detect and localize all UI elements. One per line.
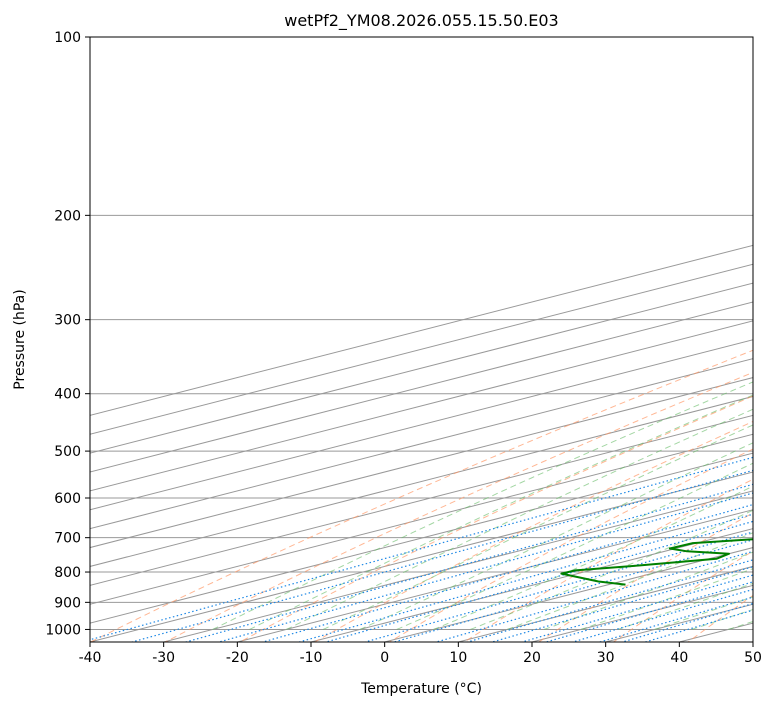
dry-adiabat-line <box>165 371 753 642</box>
isotherm-line <box>310 528 753 642</box>
isotherm-line <box>90 244 753 416</box>
y-tick-label: 700 <box>54 531 81 547</box>
x-tick-label: -30 <box>152 650 175 666</box>
x-tick-label: 50 <box>744 650 762 666</box>
isotherm-line <box>90 301 753 473</box>
profile-lines <box>560 538 753 586</box>
isotherm-line <box>90 414 753 586</box>
y-axis-title: Pressure (hPa) <box>12 289 28 389</box>
dry-adiabat-line <box>90 349 753 642</box>
grid-labels: 0.10.20.40.611.52346810131620253036-100-… <box>763 47 775 603</box>
mixing-ratio-line <box>325 520 753 642</box>
isotherm-line <box>90 377 753 549</box>
mixing-ratio-label: 0.1 <box>763 432 775 453</box>
axes: -40 -30 -20 -10 0 10 20 30 40 50 100 200 300 400 500 60… <box>45 30 762 666</box>
isotherm-line <box>90 471 753 642</box>
y-tick-label: 500 <box>54 444 81 460</box>
x-tick-label: 30 <box>597 650 615 666</box>
x-tick-label: 0 <box>380 650 389 666</box>
moist-adiabat-line <box>470 509 753 630</box>
x-tick-label: 40 <box>670 650 688 666</box>
dry-adiabat-line <box>389 448 753 642</box>
mixing-ratio-line <box>299 513 753 642</box>
y-tick-label: 200 <box>54 208 81 224</box>
mixing-ratio-line <box>185 483 753 642</box>
mixing-ratio-line <box>599 596 753 642</box>
dewpoint-profile <box>560 538 753 586</box>
isotherm-line <box>90 320 753 492</box>
mixing-ratio-line <box>90 456 753 641</box>
x-axis-title: Temperature (°C) <box>360 681 482 697</box>
isotherm-line <box>90 433 753 605</box>
moist-adiabat-line <box>396 462 753 630</box>
dry-adiabat-line <box>763 37 775 642</box>
mixing-ratio-line <box>645 609 753 642</box>
isotherm-line <box>90 263 753 435</box>
x-tick-label: 20 <box>523 650 541 666</box>
moist-adiabat-line <box>212 381 753 630</box>
isotherm-line <box>237 509 753 642</box>
moist-adiabat-line <box>286 408 753 630</box>
y-tick-label: 800 <box>54 565 81 581</box>
isotherm-line <box>90 452 753 624</box>
moist-adiabat-line <box>249 394 753 630</box>
x-tick-label: -20 <box>226 650 249 666</box>
isotherm-line <box>90 395 753 567</box>
mixing-ratio-line <box>546 581 753 642</box>
dry-adiabat-line <box>538 512 753 642</box>
dry-adiabat-line <box>314 420 753 642</box>
y-tick-label: 300 <box>54 313 81 329</box>
y-tick-label: 600 <box>54 491 81 507</box>
x-tick-label: -10 <box>300 650 323 666</box>
chart-title: wetPf2_YM08.2026.055.15.50.E03 <box>284 11 558 31</box>
moist-adiabat-line <box>654 596 753 630</box>
moist-adiabat-line <box>543 551 753 630</box>
y-tick-label: 400 <box>54 387 81 403</box>
isotherm-line <box>90 282 753 454</box>
mixing-ratio-line <box>467 559 753 642</box>
mixing-ratio-line <box>218 492 753 642</box>
plot-frame <box>89 36 754 643</box>
isotherm-line <box>752 641 753 642</box>
y-tick-label: 900 <box>54 595 81 611</box>
y-tick-label: 1000 <box>45 622 81 638</box>
y-tick-label: 100 <box>54 30 81 46</box>
background-grid <box>90 37 775 642</box>
moist-adiabat-line <box>359 442 753 630</box>
x-tick-label: 10 <box>449 650 467 666</box>
moist-adiabat-line <box>322 424 753 630</box>
moist-adiabat-line <box>617 582 753 630</box>
mixing-ratio-line <box>262 503 753 642</box>
x-tick-label: -40 <box>79 650 102 666</box>
isotherm-line <box>163 490 753 642</box>
